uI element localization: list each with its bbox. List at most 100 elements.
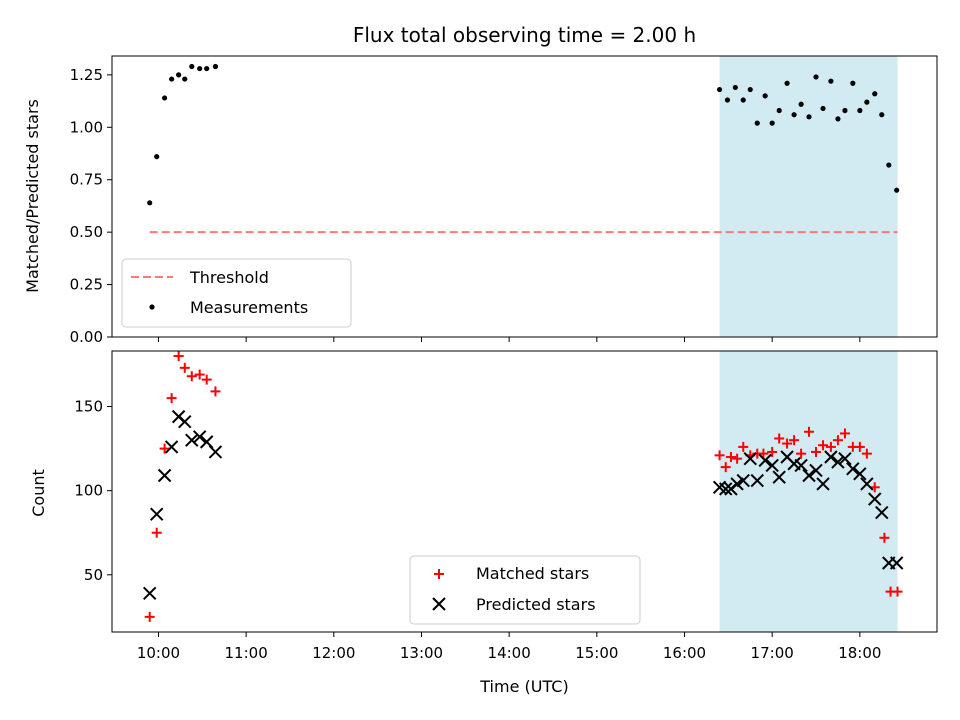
ratio-y-tick-label: 0.50 [70,223,103,241]
time-x-tick-label: 14:00 [488,644,531,662]
predicted-star-point [736,473,750,488]
predicted-star-point [860,477,874,491]
matched-star-point [879,532,890,543]
measurement-point [850,80,856,86]
measurement-point [886,162,892,168]
matched-legend-label: Matched stars [476,564,589,583]
matched-star-point [173,351,184,362]
measurement-point [791,112,797,118]
measurement-point [857,107,863,114]
matched-stars-points [144,351,903,622]
predicted-star-point [178,414,192,429]
measurement-point [820,105,826,112]
ratio-x-ticks [157,337,861,342]
measurement-point [212,63,219,70]
matched-star-point [738,441,749,452]
measurement-legend-dot-icon [149,304,155,310]
count-legend-box [409,555,641,625]
matched-star-point [201,374,212,385]
time-x-tick-label: 13:00 [400,644,443,662]
predicted-star-point [889,556,904,570]
time-x-tick-label: 12:00 [312,644,355,662]
measurement-point [740,97,746,103]
measurement-point [806,114,812,120]
measurement-point [864,99,870,105]
predicted-star-point [802,468,816,483]
predicted-star-point [824,450,838,464]
predicted-star-point [853,467,867,481]
measurement-point [842,107,848,114]
matched-star-point [839,428,850,439]
predicted-star-point [794,458,808,473]
measurement-point [747,86,753,93]
predicted-star-point [772,470,786,484]
measurement-point [835,116,841,122]
measurement-point [828,78,834,84]
measurement-point [724,97,731,103]
matched-star-point [725,452,736,463]
measurement-point [732,84,738,91]
measurement-point [716,86,723,93]
matched-star-point [774,433,785,444]
count-y-tick-label: 100 [74,482,103,500]
predicted-stars-points [142,409,904,601]
measurement-point [189,63,195,70]
predicted-star-point [875,505,889,520]
time-x-tick-label: 16:00 [663,644,706,662]
count-y-axis-title: Count [29,469,48,517]
count-y-ticks: 50 100 150 [74,398,112,584]
ratio-y-axis-title: Matched/Predicted stars [23,99,42,293]
measurement-point [147,200,153,206]
predicted-star-point [150,507,164,521]
measurement-point [872,91,878,97]
measurement-point [169,76,175,82]
matched-star-point [144,611,155,622]
measurement-point [762,93,768,99]
matched-star-point [818,440,829,451]
matched-star-point [803,426,814,437]
observing-window-shade-bottom [719,351,898,632]
measurement-point [754,120,760,126]
predicted-star-point [164,440,179,454]
predicted-star-point [758,453,772,468]
predicted-star-point [750,473,764,488]
predicted-star-point [765,458,779,473]
count-legend: Matched stars Predicted stars [409,555,641,625]
matched-star-point [811,446,822,457]
time-x-tick-label: 15:00 [575,644,618,662]
matched-star-point [767,446,778,457]
chart-title: Flux total observing time = 2.00 h [353,23,696,47]
predicted-star-point [142,586,157,601]
measurement-point [176,72,182,78]
predicted-star-point [192,430,207,444]
matched-star-point [861,448,872,459]
matched-star-point [732,453,743,464]
predicted-star-point [838,451,852,466]
measurement-point [769,120,775,126]
ratio-y-tick-label: 0.00 [70,328,103,346]
count-panel-frame [111,350,938,633]
time-x-tick-label: 10:00 [137,644,180,662]
ratio-legend-box [121,258,352,328]
predicted-star-point [743,451,757,466]
ratio-panel-frame [111,55,938,338]
measurement-point [879,112,885,118]
count-y-tick-label: 50 [84,566,103,584]
ratio-y-tick-label: 1.25 [70,66,103,84]
time-x-tick-label: 18:00 [838,644,881,662]
matched-star-point [159,443,170,454]
time-x-tick-label: 11:00 [225,644,268,662]
predicted-legend-x-icon [432,597,446,611]
matched-star-point [796,448,807,459]
predicted-star-point [157,468,172,483]
measurement-point [204,65,210,72]
predicted-star-point [185,433,199,447]
predicted-star-point [809,463,823,478]
measurement-point [798,101,804,107]
matched-star-point [825,441,836,452]
measurement-point [776,107,782,114]
matched-star-point [194,369,205,380]
matched-star-point [789,435,800,446]
